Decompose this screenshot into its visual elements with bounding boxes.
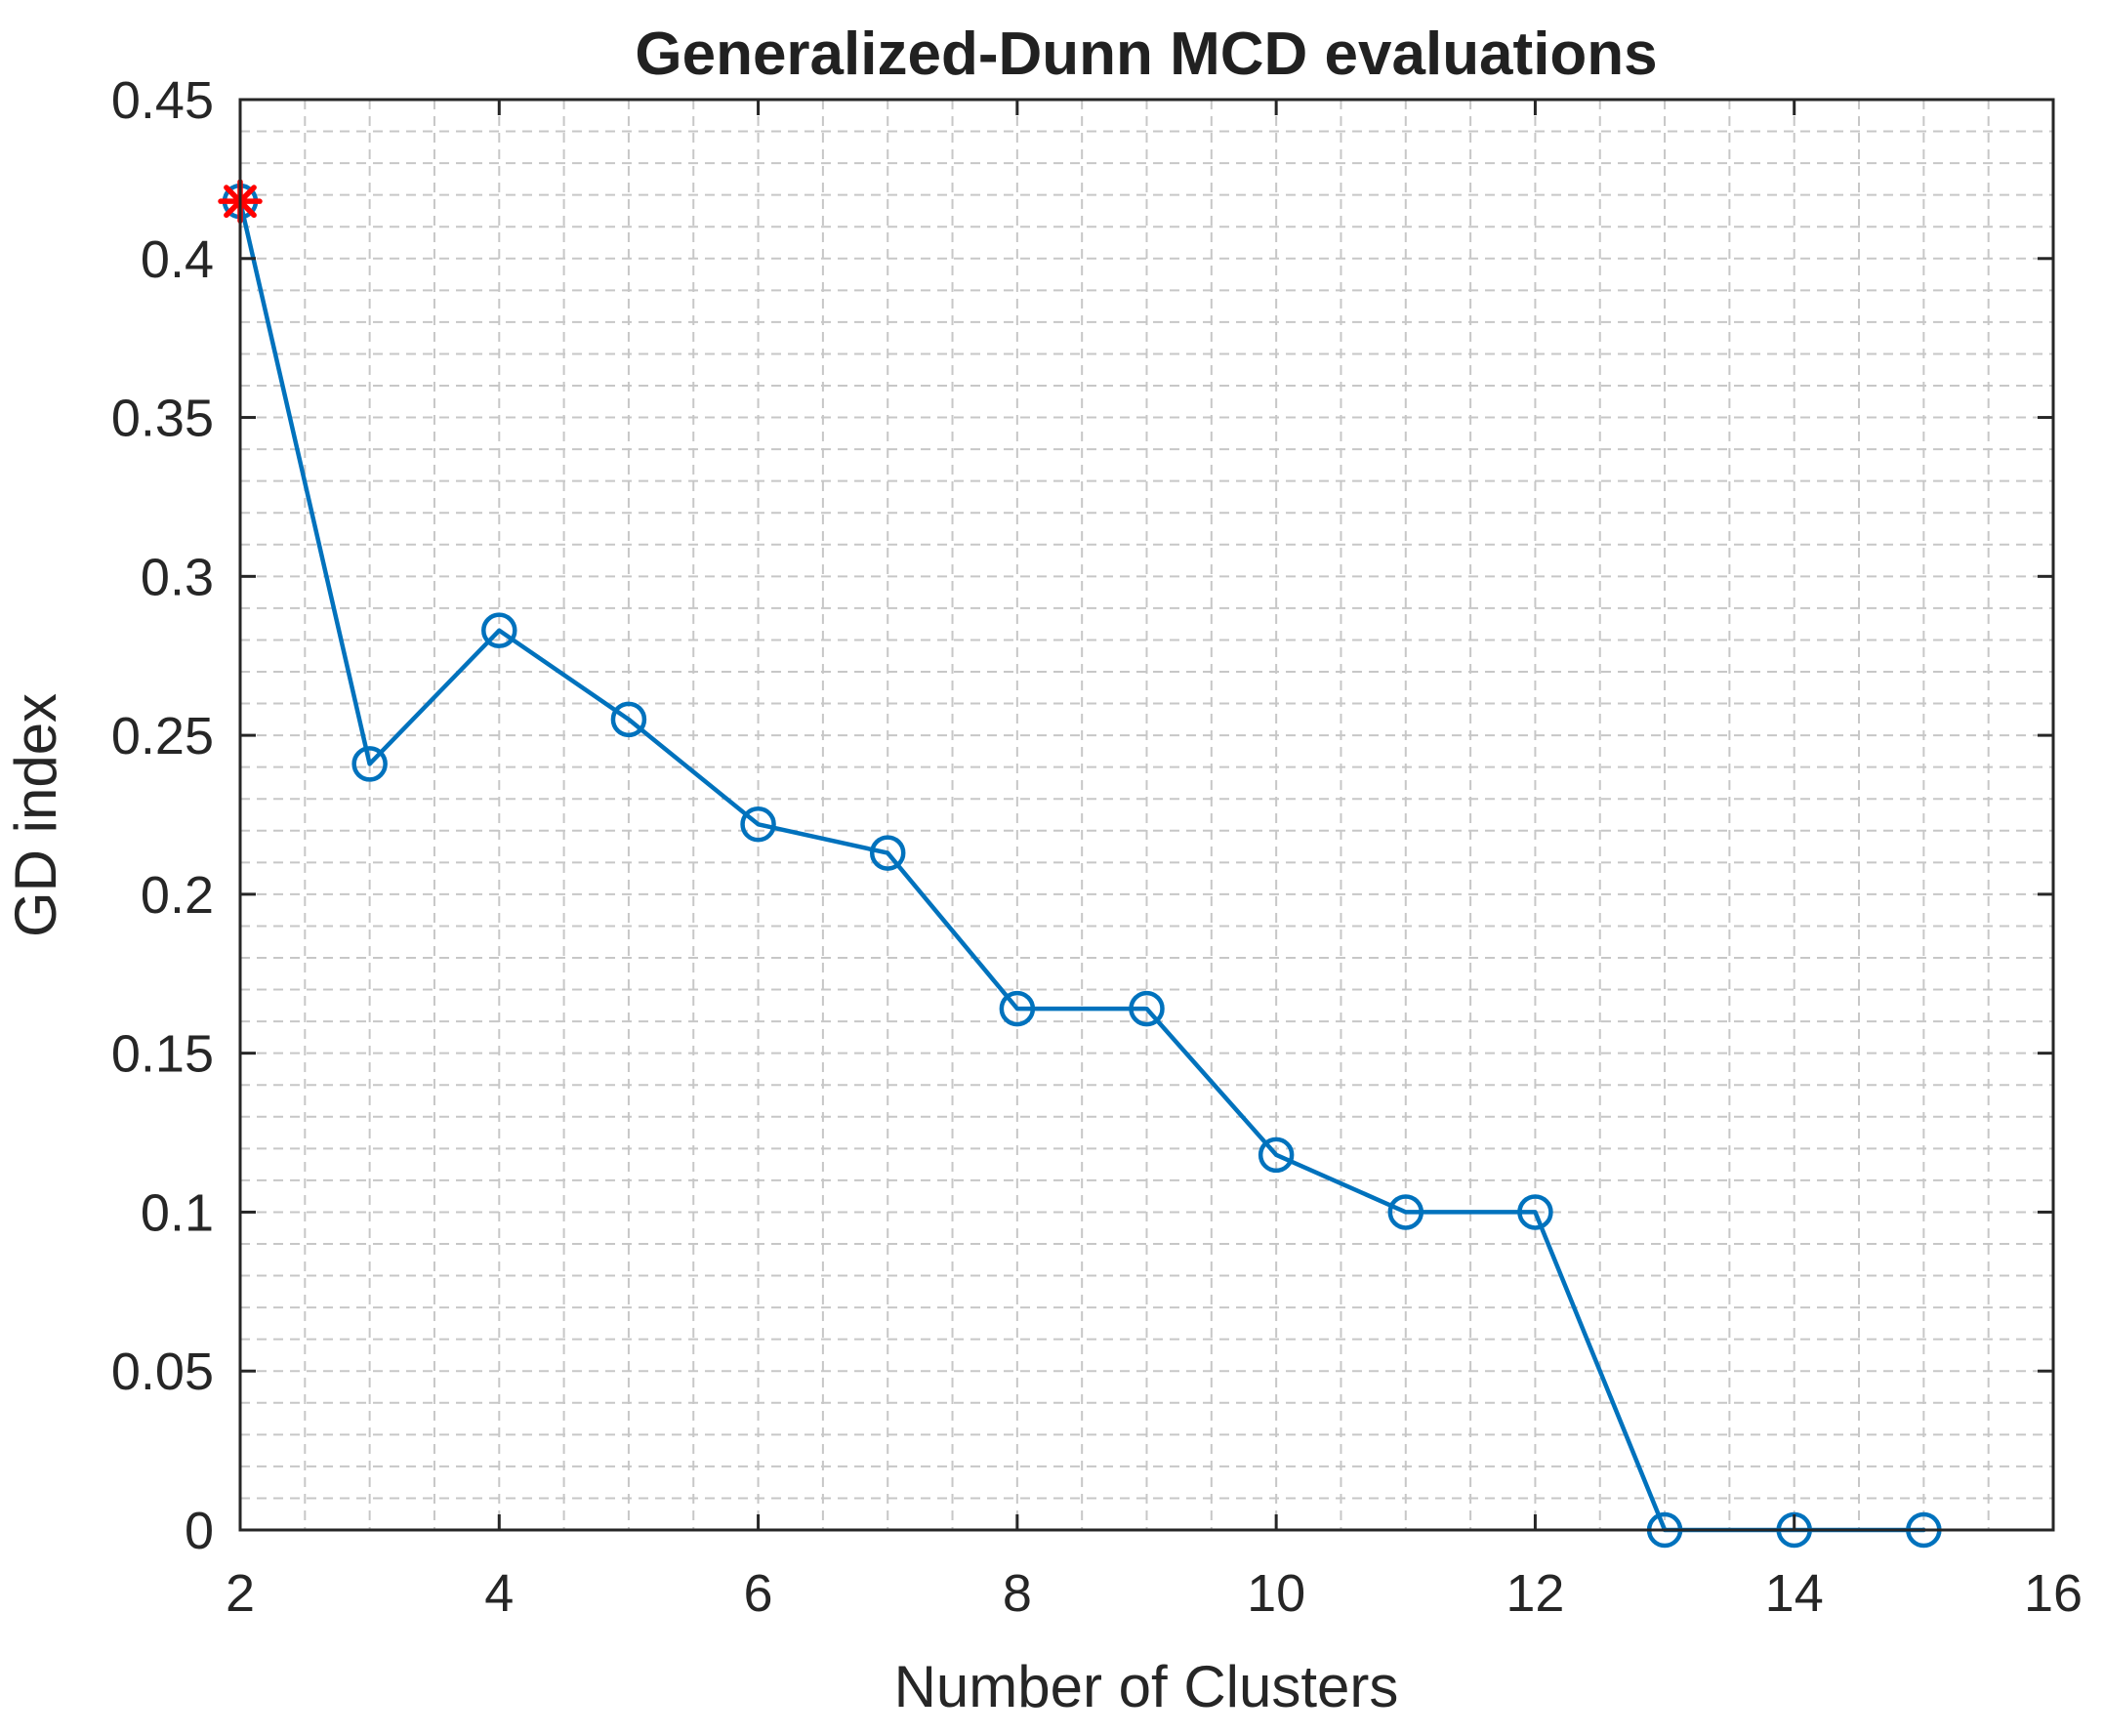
data-point-marker — [351, 746, 388, 782]
x-tick-label: 6 — [744, 1564, 773, 1623]
data-point-marker — [999, 990, 1036, 1027]
y-tick-label: 0.45 — [111, 71, 214, 130]
y-tick-label: 0.3 — [141, 548, 214, 606]
data-point-marker — [869, 835, 906, 871]
y-tick-label: 0.4 — [141, 230, 214, 289]
x-tick-label: 2 — [226, 1564, 255, 1623]
axes-box-and-ticks — [238, 98, 2055, 1532]
y-tick-label: 0.05 — [111, 1343, 214, 1401]
tick-labels: 2 4 6 8 10 12 14 16 0 0.05 0.1 0.15 0.2 0.25 0.3 0.35 0.… — [111, 71, 2083, 1623]
y-tick-label: 0.35 — [111, 390, 214, 448]
data-point-marker — [740, 806, 776, 843]
gd-index-line — [237, 198, 1926, 1533]
data-point-marker — [1258, 1137, 1295, 1174]
x-tick-label: 16 — [2024, 1564, 2083, 1623]
data-point-marker — [1387, 1194, 1424, 1230]
x-axis-label: Number of Clusters — [894, 1654, 1399, 1719]
x-tick-label: 12 — [1506, 1564, 1564, 1623]
chart-title: Generalized-Dunn MCD evaluations — [635, 21, 1657, 88]
x-tick-label: 8 — [1003, 1564, 1032, 1623]
data-point-marker — [481, 612, 517, 648]
y-tick-label: 0.2 — [141, 866, 214, 925]
grid-lines — [240, 100, 2053, 1530]
data-point-marker — [1517, 1194, 1553, 1230]
data-point-marker — [1129, 990, 1165, 1027]
x-tick-label: 14 — [1765, 1564, 1824, 1623]
y-tick-label: 0.25 — [111, 707, 214, 765]
data-point-marker — [610, 701, 647, 738]
y-tick-label: 0 — [185, 1502, 214, 1560]
x-tick-label: 4 — [484, 1564, 514, 1623]
y-tick-label: 0.1 — [141, 1183, 214, 1242]
x-tick-label: 10 — [1247, 1564, 1305, 1623]
axes-box — [238, 98, 2055, 1532]
y-tick-label: 0.15 — [111, 1025, 214, 1084]
y-axis-label: GD index — [3, 693, 68, 937]
